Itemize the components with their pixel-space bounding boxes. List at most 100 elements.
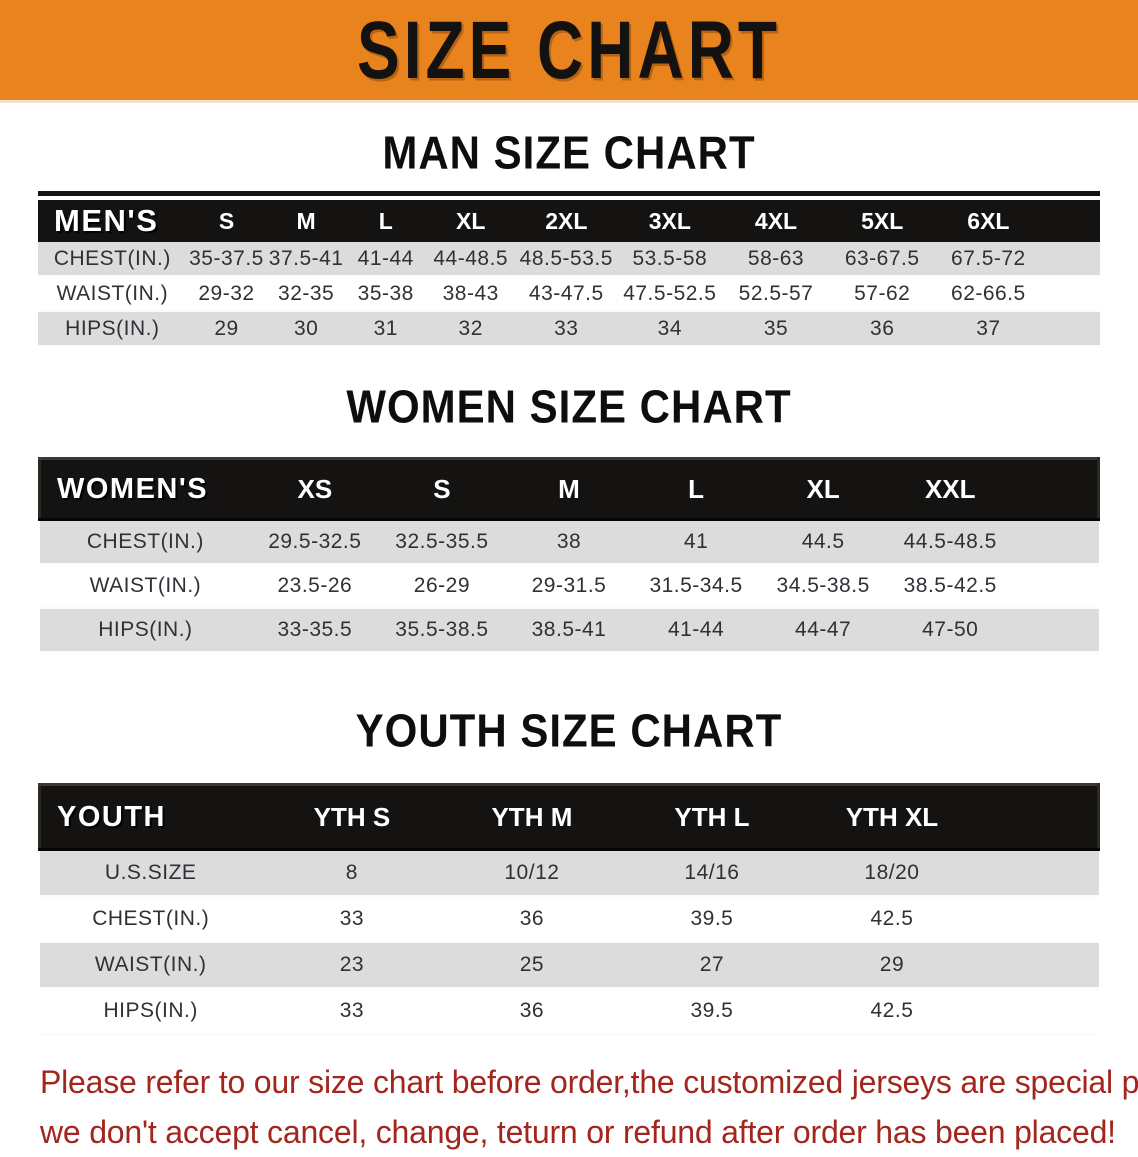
row-spacer [1041,242,1100,277]
measurement-value: 37 [935,311,1042,347]
measurement-label: WAIST(IN.) [39,564,252,609]
header-spacer [1013,457,1100,521]
row-spacer [981,988,1099,1035]
size-column-header: S [378,457,506,521]
size-column-header: XL [759,457,887,521]
measurement-value: 44-47 [759,608,887,653]
measurement-value: 26-29 [378,564,506,609]
measurement-label: CHEST(IN.) [39,896,262,943]
group-label: WOMEN'S [38,457,252,521]
measurement-value: 63-67.5 [829,242,936,277]
measurement-row: U.S.SIZE 8 10/12 14/16 18/20 [39,849,1099,897]
size-column-header: M [505,457,633,521]
size-column-header: YTH M [441,783,622,851]
page-title: SIZE CHART [357,3,781,97]
measurement-value: 37.5-41 [266,242,346,277]
header-spacer [981,783,1100,851]
measurement-value: 44.5 [759,519,887,565]
row-spacer [981,849,1099,897]
women-size-table: WOMEN'S XS S M L XL XXL CHEST(IN.) 29.5-32.5 32.5… [38,457,1100,653]
measurement-value: 39.5 [621,896,802,943]
measurement-value: 38-43 [425,276,516,312]
measurement-value: 35-37.5 [186,242,267,277]
measurement-value: 36 [441,896,622,943]
section-youth: YOUTH SIZE CHART YOUTH YTH S YTH M YTH L YTH… [0,653,1138,1035]
measurement-row: CHEST(IN.) 33 36 39.5 42.5 [39,896,1099,943]
measurement-row: CHEST(IN.) 29.5-32.5 32.5-35.5 38 41 44.5 44.5… [39,519,1099,565]
measurement-value: 30 [266,311,346,347]
group-label: YOUTH [37,783,262,851]
measurement-label: HIPS(IN.) [38,311,187,347]
banner: SIZE CHART [0,0,1138,103]
measurement-value: 29 [186,311,267,347]
measurement-value: 57-62 [829,276,936,312]
measurement-row: HIPS(IN.) 29 30 31 32 33 34 35 36 37 [38,311,1100,347]
size-header-row: MEN'S S M L XL 2XL 3XL 4XL 5XL 6XL [38,200,1100,242]
size-column-header: S [186,200,267,242]
measurement-value: 27 [621,942,802,989]
measurement-value: 33-35.5 [251,608,379,653]
measurement-value: 29.5-32.5 [251,519,379,565]
size-column-header: 6XL [935,200,1042,242]
header-spacer [1041,200,1100,242]
measurement-row: WAIST(IN.) 23.5-26 26-29 29-31.5 31.5-34.5 34… [39,564,1099,609]
measurement-value: 47-50 [886,608,1014,653]
measurement-value: 32 [425,311,516,347]
measurement-value: 38.5-41 [505,608,633,653]
measurement-value: 33 [261,896,442,943]
youth-section-heading: YOUTH SIZE CHART [355,704,783,757]
size-header-row: YOUTH YTH S YTH M YTH L YTH XL [37,783,1100,851]
measurement-value: 41-44 [632,608,760,653]
measurement-value: 32-35 [266,276,346,312]
measurement-row: WAIST(IN.) 29-32 32-35 35-38 38-43 43-47.5 47.… [38,276,1100,312]
measurement-value: 23 [261,942,442,989]
measurement-label: WAIST(IN.) [38,276,187,312]
measurement-value: 48.5-53.5 [515,242,617,277]
measurement-value: 14/16 [621,849,802,897]
women-section-heading: WOMEN SIZE CHART [346,380,792,433]
measurement-row: HIPS(IN.) 33-35.5 35.5-38.5 38.5-41 41-44 44-… [39,608,1099,653]
men-table-top-rule [38,191,1100,196]
measurement-value: 23.5-26 [251,564,379,609]
measurement-value: 18/20 [801,849,982,897]
section-women: WOMEN SIZE CHART WOMEN'S XS S M L XL XXL CHEST(… [0,347,1138,653]
measurement-value: 43-47.5 [515,276,617,312]
size-column-header: 4XL [722,200,830,242]
measurement-value: 47.5-52.5 [616,276,723,312]
size-column-header: L [632,457,760,521]
footer-note-line-1: Please refer to our size chart before or… [40,1064,1138,1100]
measurement-value: 35-38 [345,276,426,312]
size-column-header: L [345,200,426,242]
size-column-header: XXL [886,457,1014,521]
youth-size-table: YOUTH YTH S YTH M YTH L YTH XL U.S.SIZE 8 10/12… [37,783,1100,1035]
measurement-value: 44.5-48.5 [886,519,1014,565]
row-spacer [1041,311,1100,347]
size-column-header: 5XL [829,200,936,242]
size-column-header: 2XL [515,200,617,242]
measurement-value: 32.5-35.5 [378,519,506,565]
measurement-value: 44-48.5 [425,242,516,277]
measurement-value: 41 [632,519,760,565]
size-column-header: XS [251,457,379,521]
measurement-value: 53.5-58 [616,242,723,277]
measurement-value: 33 [515,311,617,347]
measurement-value: 58-63 [722,242,830,277]
measurement-value: 35.5-38.5 [378,608,506,653]
measurement-value: 31.5-34.5 [632,564,760,609]
men-size-table: MEN'S S M L XL 2XL 3XL 4XL 5XL 6XL CHEST(IN.) 35-37… [38,200,1100,347]
measurement-value: 36 [829,311,936,347]
measurement-value: 31 [345,311,426,347]
measurement-value: 34 [616,311,723,347]
size-column-header: XL [425,200,516,242]
measurement-label: CHEST(IN.) [39,519,252,565]
measurement-label: CHEST(IN.) [38,242,187,277]
row-spacer [1013,519,1099,565]
measurement-row: WAIST(IN.) 23 25 27 29 [39,942,1099,989]
measurement-value: 34.5-38.5 [759,564,887,609]
measurement-value: 39.5 [621,988,802,1035]
measurement-value: 67.5-72 [935,242,1042,277]
measurement-label: HIPS(IN.) [39,988,262,1035]
measurement-value: 29-31.5 [505,564,633,609]
measurement-label: U.S.SIZE [39,849,262,897]
